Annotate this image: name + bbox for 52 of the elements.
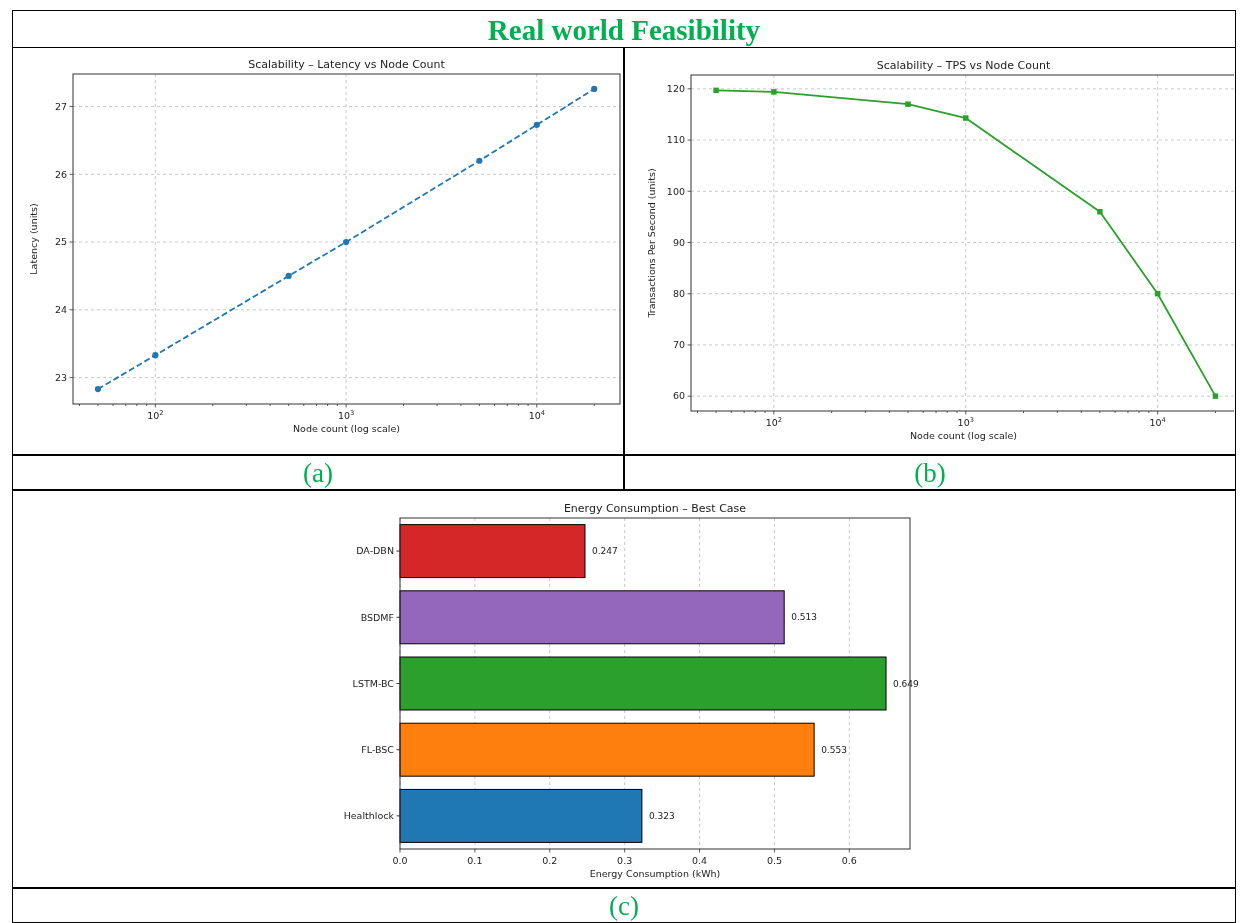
x-tick-label: 10$^{2}$ [765, 416, 783, 428]
y-tick-label: BSDMF [360, 611, 394, 623]
chart-title: Scalability – Latency vs Node Count [248, 58, 446, 71]
y-tick-label: 110 [666, 134, 685, 146]
y-tick-label: DA-DBN [356, 545, 394, 557]
y-tick-label: 120 [666, 83, 685, 95]
x-tick-label: 0.5 [766, 855, 782, 866]
x-tick-label: 0.0 [392, 855, 408, 866]
bar [399, 590, 785, 645]
x-tick-label: 10$^{3}$ [957, 416, 974, 428]
chart-title: Energy Consumption – Best Case [563, 502, 747, 515]
y-tick-label: 26 [54, 168, 67, 180]
y-tick-label: 100 [666, 185, 685, 197]
y-tick-label: 27 [54, 100, 67, 112]
x-tick-label: 10$^{4}$ [528, 409, 545, 421]
text: Real world Feasibility [12, 10, 1236, 48]
x-tick-label: 0.4 [692, 855, 708, 866]
x-tick-label: 0.6 [841, 855, 857, 866]
y-tick-label: 90 [672, 236, 685, 248]
data-label: 0.553 [821, 744, 847, 755]
y-tick-label: 60 [672, 390, 685, 402]
x-axis-title: Energy Consumption (kWh) [589, 868, 721, 879]
y-axis-title: Latency (units) [28, 203, 39, 275]
x-tick-label: 10$^{4}$ [1149, 416, 1166, 428]
x-tick-label: 10$^{2}$ [147, 409, 164, 421]
y-tick-label: FL-BSC [361, 744, 395, 756]
text: (c) [12, 888, 1236, 923]
bar [399, 722, 815, 777]
text: (b) [624, 455, 1236, 490]
y-tick-label: 70 [672, 339, 685, 351]
x-tick-label: 10$^{3}$ [337, 409, 355, 421]
x-tick-label: 0.2 [542, 855, 558, 866]
bar [399, 788, 643, 843]
y-tick-label: 23 [54, 371, 67, 383]
data-label: 0.513 [791, 612, 817, 623]
x-tick-label: 0.3 [617, 855, 633, 866]
x-tick-label: 0.1 [467, 855, 483, 866]
text: (a) [12, 455, 624, 490]
y-tick-label: 80 [672, 288, 685, 300]
data-label: 0.247 [591, 546, 618, 557]
data-label: 0.323 [648, 811, 675, 822]
x-axis-title: Node count (log scale) [292, 423, 401, 434]
y-axis-title: Transactions Per Second (units) [646, 168, 657, 319]
bar [399, 656, 887, 711]
y-tick-label: LSTM-BC [352, 677, 395, 689]
chart-title: Scalability – TPS vs Node Count [876, 59, 1051, 72]
y-tick-label: 24 [54, 304, 67, 316]
data-label: 0.649 [893, 678, 920, 689]
x-axis-title: Node count (log scale) [909, 430, 1018, 441]
y-tick-label: 25 [54, 236, 67, 248]
y-tick-label: Healthlock [343, 810, 395, 822]
bar [399, 524, 586, 579]
